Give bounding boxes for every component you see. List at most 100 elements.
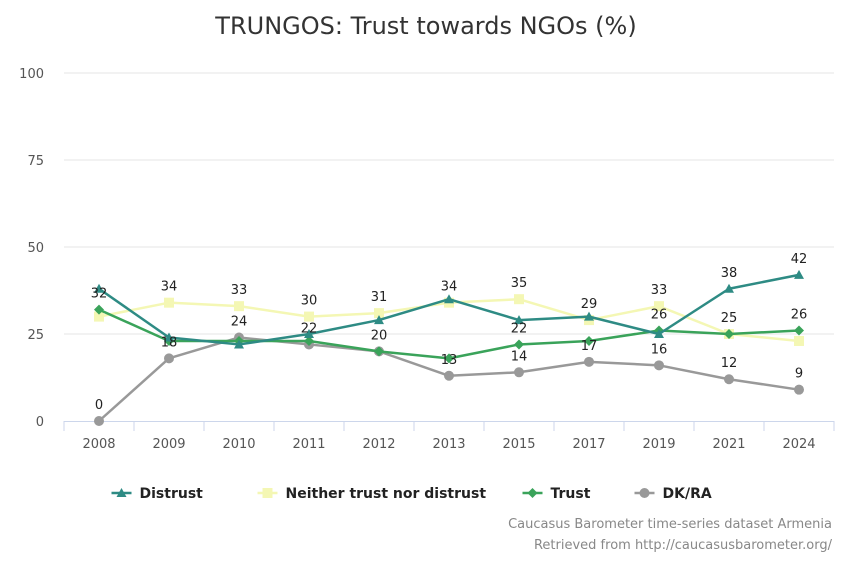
x-axis: 2008 2009 2010 2011 2012 2013 2015 2017 2019 2021… [63,421,835,452]
y-tick-label-25: 25 [27,328,44,343]
legend-item-dk-ra[interactable]: DK/RA [634,486,712,502]
data-label-2010-24: 24 [231,314,248,329]
series-layer [94,269,804,426]
data-label-2021-38: 38 [721,266,738,281]
point-distrust-2021 [724,283,734,293]
y-tick-label-0: 0 [36,415,44,430]
point-dk-ra-2009 [164,353,174,364]
legend-marker-neither-trust-nor-distrust [262,488,273,498]
legend-item-distrust[interactable]: Distrust [111,486,204,502]
y-axis: 0 25 50 75 100 [19,67,44,430]
point-trust-2012 [374,346,384,357]
data-label-2012-31: 31 [371,290,388,305]
legend: Distrust Neither trust nor distrust Trust D… [111,486,712,502]
data-label-2021-12: 12 [721,356,738,371]
point-dk-ra-2008 [94,416,104,426]
x-tick-label-2021: 2021 [712,437,745,452]
point-neither-trust-nor-distrust-2024 [794,335,804,346]
credit-line-1[interactable]: Caucasus Barometer time-series dataset A… [508,517,832,532]
legend-item-neither-trust-nor-distrust[interactable]: Neither trust nor distrust [257,486,487,502]
x-tick-label-2015: 2015 [502,437,535,452]
data-label-2010-33: 33 [231,283,248,298]
point-dk-ra-2017 [584,356,594,367]
data-label-2011-30: 30 [301,294,318,309]
y-tick-label-50: 50 [27,241,44,256]
point-distrust-2010 [234,339,244,349]
point-trust-2024 [794,325,804,336]
data-label-2008-32: 32 [91,287,108,302]
legend-label-distrust: Distrust [140,486,204,502]
data-label-2017-17: 17 [581,339,598,354]
x-tick-label-2009: 2009 [152,437,185,452]
data-label-2017-29: 29 [581,297,598,312]
point-dk-ra-2015 [514,367,524,378]
point-dk-ra-2024 [794,384,804,395]
point-trust-2013 [444,353,454,364]
point-dk-ra-2021 [724,374,734,385]
chart-title: TRUNGOS: Trust towards NGOs (%) [214,12,636,40]
data-label-2019-33: 33 [651,283,668,298]
point-distrust-2008 [94,283,104,293]
point-dk-ra-2013 [444,370,454,381]
point-neither-trust-nor-distrust-2015 [514,294,524,305]
point-distrust-2013 [444,294,454,304]
point-distrust-2019 [654,329,664,338]
point-neither-trust-nor-distrust-2019 [654,301,664,312]
series-distrust [94,269,804,349]
data-label-2013-34: 34 [441,280,458,295]
x-tick-label-2019: 2019 [642,437,675,452]
point-neither-trust-nor-distrust-2009 [164,297,174,308]
data-label-2024-9: 9 [795,367,803,382]
point-neither-trust-nor-distrust-2008 [94,311,104,322]
data-label-2024-26: 26 [791,308,808,323]
point-neither-trust-nor-distrust-2011 [304,311,314,322]
x-tick-label-2024: 2024 [782,437,815,452]
point-distrust-2015 [514,315,524,325]
point-distrust-2009 [164,332,174,342]
y-tick-label-75: 75 [27,154,44,169]
point-dk-ra-2019 [654,360,664,371]
x-tick-label-2012: 2012 [362,437,395,452]
data-label-2024-42: 42 [791,252,808,267]
data-label-2009-18: 18 [161,335,178,350]
point-trust-2015 [514,339,524,350]
point-distrust-2017 [584,311,594,321]
point-trust-2008 [94,304,104,315]
y-tick-label-100: 100 [19,67,44,82]
data-label-2015-14: 14 [511,349,528,364]
x-tick-label-2013: 2013 [432,437,465,452]
point-trust-2021 [724,329,734,339]
point-neither-trust-nor-distrust-2012 [374,308,384,319]
credit-line-2[interactable]: Retrieved from http://caucasusbarometer.… [534,538,833,553]
point-trust-2017 [584,335,594,346]
legend-marker-trust [527,488,538,498]
data-label-2012-20: 20 [371,328,388,343]
legend-label-dk-ra: DK/RA [663,486,712,502]
point-distrust-2012 [374,315,384,325]
data-label-2009-34: 34 [161,280,178,295]
x-tick-label-2008: 2008 [82,437,115,452]
series-dk-ra [94,332,804,426]
legend-marker-dk-ra [639,488,650,498]
data-label-2011-22: 22 [301,321,318,336]
point-distrust-2011 [304,329,314,338]
point-distrust-2024 [794,269,804,279]
data-labels: 32 0 34 18 33 24 30 22 31 20 34 13 35 22 14 29 17 33 26 16 3… [91,252,808,413]
x-tick-label-2011: 2011 [292,437,325,452]
data-label-2019-26: 26 [651,308,668,323]
legend-item-trust[interactable]: Trust [522,486,591,502]
data-label-2015-22: 22 [511,321,528,336]
x-tick-label-2010: 2010 [222,437,255,452]
data-label-2021-25: 25 [721,311,738,326]
legend-label-trust: Trust [551,486,591,502]
point-trust-2011 [304,335,314,346]
data-label-2015-35: 35 [511,276,528,291]
legend-label-neither-trust-nor-distrust: Neither trust nor distrust [286,486,487,502]
data-label-2008-0: 0 [95,398,103,413]
x-tick-label-2017: 2017 [572,437,605,452]
data-label-2013-13: 13 [441,353,458,368]
legend-marker-distrust [116,488,127,497]
data-label-2019-16: 16 [651,342,668,357]
